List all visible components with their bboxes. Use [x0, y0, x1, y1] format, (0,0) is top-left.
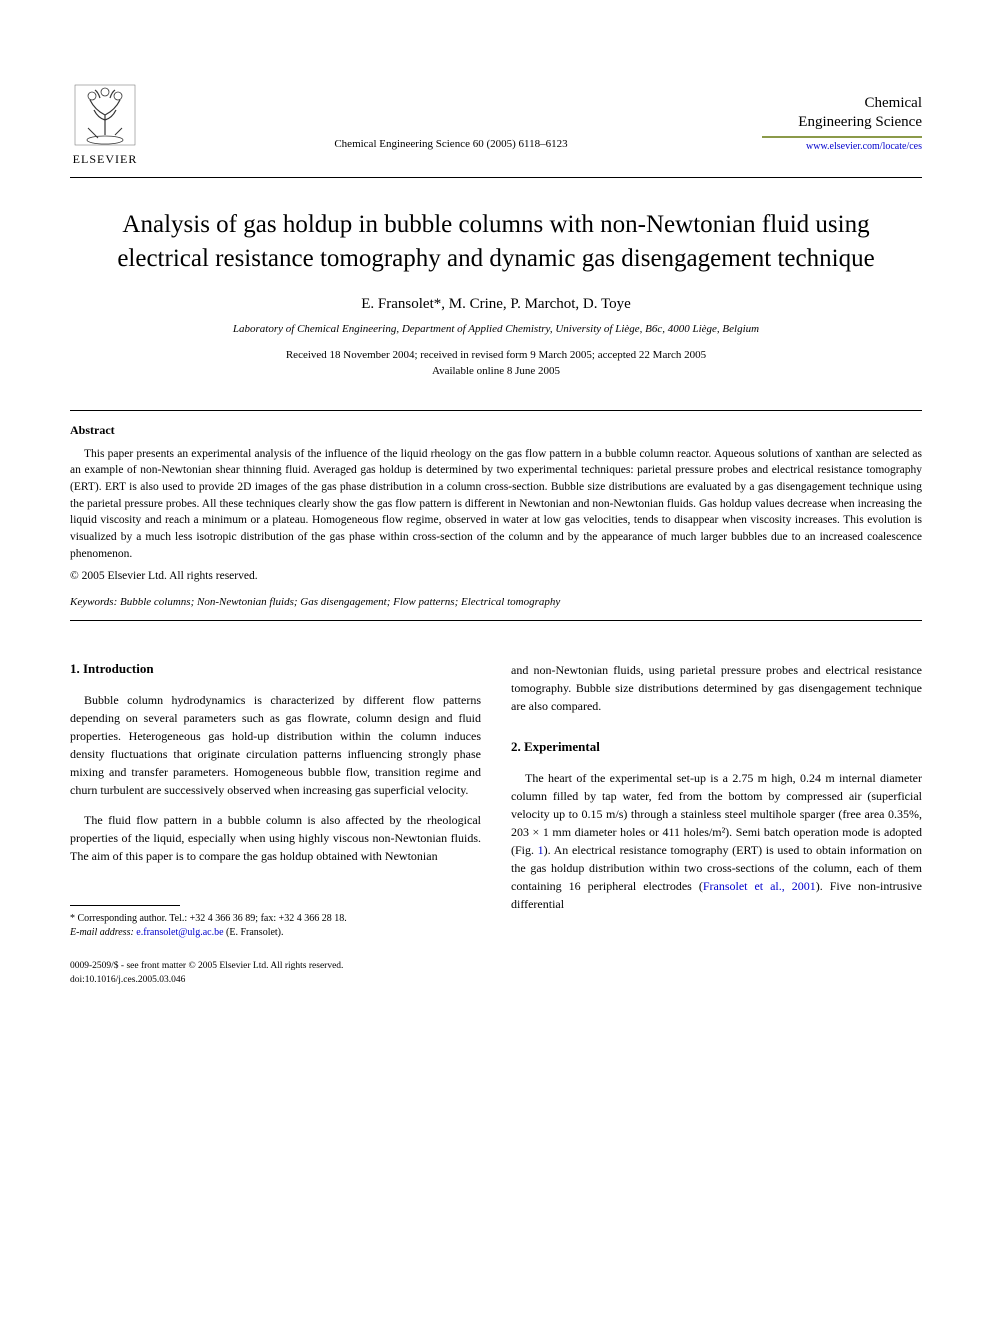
- intro-p1: Bubble column hydrodynamics is character…: [70, 691, 481, 799]
- left-column: 1. Introduction Bubble column hydrodynam…: [70, 661, 481, 987]
- experimental-heading: 2. Experimental: [511, 739, 922, 755]
- keywords-line: Keywords: Bubble columns; Non-Newtonian …: [70, 596, 922, 608]
- right-column: and non-Newtonian fluids, using parietal…: [511, 661, 922, 987]
- elsevier-tree-icon: [70, 80, 140, 150]
- journal-info: Chemical Engineering Science www.elsevie…: [762, 95, 922, 152]
- citation-ref[interactable]: Fransolet et al., 2001: [703, 879, 816, 893]
- corresponding-author: * Corresponding author. Tel.: +32 4 366 …: [70, 912, 481, 926]
- abstract-bottom-divider: [70, 620, 922, 621]
- available-date: Available online 8 June 2005: [70, 363, 922, 380]
- intro-p2: The fluid flow pattern in a bubble colum…: [70, 811, 481, 865]
- experimental-p1: The heart of the experimental set-up is …: [511, 769, 922, 913]
- email-line: E-mail address: e.fransolet@ulg.ac.be (E…: [70, 926, 481, 940]
- article-title: Analysis of gas holdup in bubble columns…: [110, 208, 882, 276]
- citation-header: Chemical Engineering Science 60 (2005) 6…: [140, 98, 762, 150]
- email-label: E-mail address:: [70, 927, 134, 938]
- intro-p2-continuation: and non-Newtonian fluids, using parietal…: [511, 661, 922, 715]
- abstract-top-divider: [70, 410, 922, 411]
- copyright-text: © 2005 Elsevier Ltd. All rights reserved…: [70, 570, 922, 582]
- footer-line2: doi:10.1016/j.ces.2005.03.046: [70, 974, 481, 987]
- abstract-heading: Abstract: [70, 423, 922, 438]
- abstract-text: This paper presents an experimental anal…: [70, 446, 922, 563]
- intro-heading: 1. Introduction: [70, 661, 481, 677]
- publication-dates: Received 18 November 2004; received in r…: [70, 347, 922, 380]
- keywords-text: Bubble columns; Non-Newtonian fluids; Ga…: [117, 596, 560, 608]
- keywords-label: Keywords:: [70, 596, 117, 608]
- page-footer: 0009-2509/$ - see front matter © 2005 El…: [70, 960, 481, 987]
- journal-name-line2: Engineering Science: [798, 114, 922, 131]
- email-address[interactable]: e.fransolet@ulg.ac.be: [136, 927, 223, 938]
- footer-line1: 0009-2509/$ - see front matter © 2005 El…: [70, 960, 481, 973]
- journal-url[interactable]: www.elsevier.com/locate/ces: [762, 136, 922, 152]
- footnote-divider: [70, 905, 180, 906]
- publisher-logo: ELSEVIER: [70, 80, 140, 167]
- received-date: Received 18 November 2004; received in r…: [70, 347, 922, 364]
- affiliation: Laboratory of Chemical Engineering, Depa…: [70, 323, 922, 335]
- email-name: (E. Fransolet).: [226, 927, 284, 938]
- header-divider: [70, 177, 922, 178]
- header-row: ELSEVIER Chemical Engineering Science 60…: [70, 80, 922, 167]
- body-columns: 1. Introduction Bubble column hydrodynam…: [70, 661, 922, 987]
- authors: E. Fransolet*, M. Crine, P. Marchot, D. …: [70, 296, 922, 313]
- corresponding-footnote: * Corresponding author. Tel.: +32 4 366 …: [70, 912, 481, 940]
- journal-name-line1: Chemical: [865, 95, 922, 112]
- publisher-name: ELSEVIER: [73, 152, 138, 167]
